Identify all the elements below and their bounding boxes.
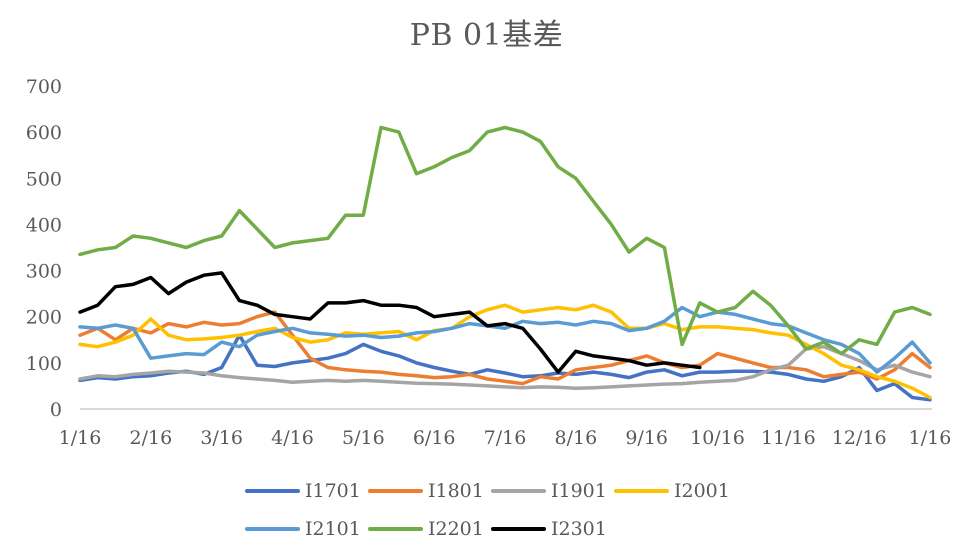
series-line-i2301 bbox=[78, 271, 702, 374]
legend-item-i1801: I1801 bbox=[368, 480, 491, 502]
legend-label: I2301 bbox=[551, 518, 607, 540]
legend-swatch-icon bbox=[368, 527, 423, 531]
legend-label: I1701 bbox=[305, 480, 361, 502]
y-tick-label: 100 bbox=[26, 353, 62, 375]
x-axis-ticks: 1/16 2/16 3/16 4/16 5/16 6/16 7/16 8/16 9/16 10/1… bbox=[59, 427, 952, 449]
series-lines bbox=[78, 125, 932, 402]
legend-row: I2101 I2201 I2301 bbox=[245, 510, 765, 548]
series-line-i1701 bbox=[78, 333, 932, 402]
x-tick-label: 1/16 bbox=[909, 427, 952, 449]
x-tick-label: 5/16 bbox=[342, 427, 385, 449]
y-axis-ticks: 0 100 200 300 400 500 600 700 bbox=[26, 76, 62, 421]
series-line-i1801 bbox=[78, 310, 932, 386]
x-tick-label: 6/16 bbox=[413, 427, 456, 449]
series-line-i2001 bbox=[78, 303, 932, 400]
legend-item-i2101: I2101 bbox=[245, 518, 368, 540]
legend-label: I2201 bbox=[428, 518, 484, 540]
y-tick-label: 300 bbox=[26, 261, 62, 283]
legend: I1701 I1801 I1901 I2001 I2101 I2201 I2301 bbox=[245, 472, 765, 548]
y-tick-label: 200 bbox=[26, 307, 62, 329]
x-tick-label: 11/16 bbox=[761, 427, 816, 449]
legend-label: I1901 bbox=[551, 480, 607, 502]
x-tick-label: 10/16 bbox=[690, 427, 745, 449]
legend-item-i2001: I2001 bbox=[614, 480, 737, 502]
legend-item-i2301: I2301 bbox=[491, 518, 614, 540]
y-tick-label: 400 bbox=[26, 214, 62, 236]
x-tick-label: 7/16 bbox=[484, 427, 527, 449]
y-tick-label: 700 bbox=[26, 76, 62, 98]
legend-swatch-icon bbox=[491, 527, 546, 531]
x-tick-label: 4/16 bbox=[271, 427, 314, 449]
legend-swatch-icon bbox=[614, 489, 669, 493]
legend-swatch-icon bbox=[491, 489, 546, 493]
legend-label: I2101 bbox=[305, 518, 361, 540]
series-line-i1901 bbox=[78, 344, 932, 390]
legend-row: I1701 I1801 I1901 I2001 bbox=[245, 472, 765, 510]
chart-title: PB 01基差 bbox=[409, 18, 564, 53]
legend-item-i1701: I1701 bbox=[245, 480, 368, 502]
x-tick-label: 12/16 bbox=[832, 427, 887, 449]
legend-label: I1801 bbox=[428, 480, 484, 502]
series-line-i2201 bbox=[78, 125, 932, 356]
legend-item-i2201: I2201 bbox=[368, 518, 491, 540]
y-tick-label: 600 bbox=[26, 122, 62, 144]
y-tick-label: 0 bbox=[50, 399, 62, 421]
x-tick-label: 1/16 bbox=[59, 427, 102, 449]
legend-item-i1901: I1901 bbox=[491, 480, 614, 502]
legend-swatch-icon bbox=[245, 527, 300, 531]
x-tick-label: 8/16 bbox=[554, 427, 597, 449]
x-tick-label: 2/16 bbox=[129, 427, 172, 449]
y-tick-label: 500 bbox=[26, 168, 62, 190]
legend-swatch-icon bbox=[368, 489, 423, 493]
x-tick-label: 9/16 bbox=[625, 427, 668, 449]
x-tick-label: 3/16 bbox=[200, 427, 243, 449]
legend-swatch-icon bbox=[245, 489, 300, 493]
legend-label: I2001 bbox=[674, 480, 730, 502]
